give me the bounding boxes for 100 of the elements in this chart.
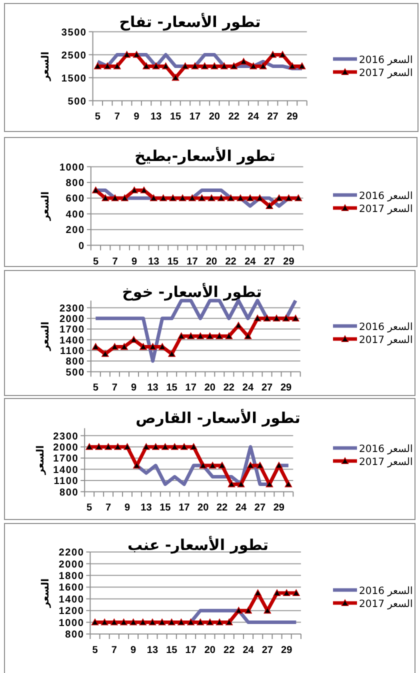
x-tick-label: 9 <box>130 382 137 394</box>
point <box>172 74 180 81</box>
point <box>236 194 244 202</box>
y-tick-label: 800 <box>66 356 85 368</box>
x-tick-label: 7 <box>111 645 118 656</box>
y-tick-label: 1000 <box>59 162 85 174</box>
y-axis-title: السعر <box>40 578 52 609</box>
y-tick-label: 2000 <box>53 442 79 454</box>
x-tick-label: 13 <box>147 382 159 394</box>
point <box>196 332 204 340</box>
x-tick-label: 15 <box>166 645 178 656</box>
y-tick-label: 2000 <box>59 314 85 325</box>
point <box>190 443 198 450</box>
point <box>234 322 242 328</box>
legend-label: السعر 2016 <box>359 586 413 597</box>
point <box>273 589 281 596</box>
point <box>178 618 185 626</box>
point <box>158 343 166 350</box>
point <box>246 462 254 469</box>
point <box>244 606 252 614</box>
point <box>150 194 158 202</box>
legend-label: السعر 2016 <box>359 191 413 202</box>
point <box>178 332 185 340</box>
point <box>100 618 108 626</box>
x-tick-label: 29 <box>280 382 292 394</box>
point <box>171 443 178 450</box>
point <box>226 618 233 626</box>
point <box>130 336 138 343</box>
y-tick-label: 1600 <box>58 582 84 594</box>
point <box>121 194 128 202</box>
point <box>256 194 264 202</box>
y-tick-label: 1400 <box>59 335 85 346</box>
x-tick-label: 27 <box>264 256 276 268</box>
x-tick-label: 20 <box>208 112 220 123</box>
point <box>123 51 130 58</box>
x-tick-label: 5 <box>86 502 93 514</box>
point <box>110 618 118 626</box>
point <box>196 618 204 626</box>
point <box>149 343 156 350</box>
point <box>210 62 218 70</box>
point <box>244 332 252 340</box>
x-tick-label: 13 <box>140 502 152 514</box>
point <box>201 62 208 70</box>
x-tick-label: 29 <box>286 112 298 123</box>
x-tick-label: 22 <box>225 256 237 268</box>
point <box>259 62 267 70</box>
point <box>198 194 206 202</box>
y-tick-label: 0 <box>78 240 85 252</box>
point <box>282 589 290 596</box>
point <box>111 343 118 350</box>
x-tick-label: 29 <box>273 502 285 514</box>
y-tick-label: 1500 <box>61 73 87 84</box>
x-tick-label: 27 <box>262 645 274 656</box>
legend-label: السعر 2016 <box>359 55 413 66</box>
point <box>160 194 167 202</box>
x-tick-label: 15 <box>166 382 178 394</box>
point <box>284 480 292 488</box>
point <box>168 618 176 626</box>
y-tick-label: 1700 <box>59 324 85 336</box>
point <box>130 186 138 194</box>
point <box>237 480 245 488</box>
y-tick-label: 1000 <box>58 618 84 629</box>
point <box>114 443 122 450</box>
x-tick-label: 20 <box>204 382 216 394</box>
point <box>298 62 306 70</box>
point <box>246 194 254 202</box>
point <box>120 618 128 626</box>
point <box>240 58 248 65</box>
point <box>191 62 199 70</box>
point <box>208 462 216 469</box>
point <box>256 462 264 469</box>
point <box>216 618 224 626</box>
y-tick-label: 1400 <box>58 594 84 606</box>
y-axis-title: السعر <box>40 52 52 82</box>
point <box>102 194 109 202</box>
point <box>130 618 137 626</box>
point <box>254 314 262 322</box>
x-tick-label: 27 <box>254 502 266 514</box>
point <box>263 314 271 322</box>
x-tick-label: 29 <box>281 645 293 656</box>
point <box>282 314 290 322</box>
x-tick-label: 27 <box>267 112 279 123</box>
point <box>272 314 280 322</box>
x-tick-label: 22 <box>216 502 228 514</box>
x-tick-label: 22 <box>224 645 236 656</box>
x-tick-label: 13 <box>150 112 162 123</box>
x-tick-label: 9 <box>134 112 140 123</box>
point <box>168 350 176 357</box>
x-tick-label: 7 <box>114 112 120 123</box>
point <box>200 462 207 469</box>
point <box>275 462 283 469</box>
point <box>180 443 188 450</box>
point <box>292 314 300 322</box>
point <box>162 62 170 70</box>
point <box>218 194 225 202</box>
x-tick-label: 9 <box>132 256 138 268</box>
point <box>206 332 214 340</box>
point <box>269 51 276 58</box>
point <box>104 62 111 70</box>
x-tick-label: 22 <box>228 112 240 123</box>
